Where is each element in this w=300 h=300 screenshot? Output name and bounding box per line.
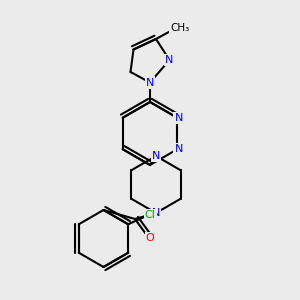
Text: CH₃: CH₃ bbox=[170, 22, 190, 33]
Text: N: N bbox=[146, 77, 154, 88]
Text: N: N bbox=[152, 208, 160, 218]
Text: N: N bbox=[175, 144, 183, 154]
Text: Cl: Cl bbox=[145, 210, 155, 220]
Text: N: N bbox=[152, 151, 160, 161]
Text: N: N bbox=[165, 55, 174, 65]
Text: O: O bbox=[146, 233, 154, 243]
Text: N: N bbox=[175, 113, 183, 123]
